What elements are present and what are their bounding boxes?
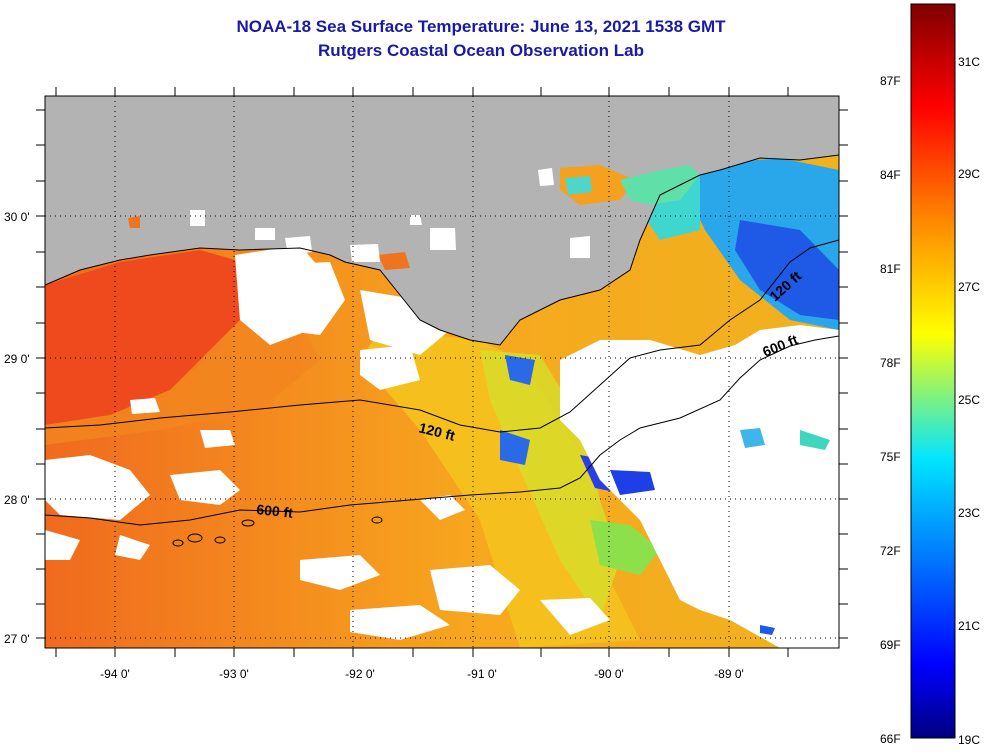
isobath-600ft — [45, 335, 839, 526]
colorbar-c-label: 21C — [958, 619, 980, 633]
colorbar-c-label: 27C — [958, 280, 980, 294]
colorbar-f-label: 72F — [880, 544, 901, 558]
colorbar-c-label: 31C — [958, 55, 980, 69]
colorbar-f-label: 87F — [880, 74, 901, 88]
lat-label: 29 0' — [4, 352, 30, 366]
cool-water-patch — [760, 625, 775, 635]
colorbar-c-label: 19C — [958, 733, 980, 747]
lon-label: -90 0' — [594, 667, 624, 681]
cool-water-patch — [735, 220, 839, 320]
cool-water-patch — [505, 355, 535, 385]
colorbar-f-label: 78F — [880, 356, 901, 370]
land-mass — [45, 96, 839, 345]
colorbar-celsius-labels: 31C 29C 27C 25C 23C 21C 19C — [958, 55, 980, 747]
map-area — [45, 96, 839, 648]
lon-label: -92 0' — [345, 667, 375, 681]
inland-water — [565, 176, 592, 195]
lon-label: -91 0' — [467, 667, 497, 681]
colorbar-c-label: 29C — [958, 167, 980, 181]
inland-water — [128, 216, 140, 228]
lon-label: -93 0' — [219, 667, 249, 681]
cool-water-patch — [610, 470, 655, 495]
colorbar-f-label: 75F — [880, 450, 901, 464]
isobath-islands — [172, 516, 383, 547]
lat-label: 28 0' — [4, 493, 30, 507]
colorbar-f-label: 84F — [880, 168, 901, 182]
lon-label: -89 0' — [714, 667, 744, 681]
temperature-colorbar — [910, 3, 956, 739]
lat-label: 27 0' — [4, 632, 30, 646]
colorbar-c-label: 23C — [958, 506, 980, 520]
inland-lakes — [190, 168, 590, 262]
map-title: NOAA-18 Sea Surface Temperature: June 13… — [236, 17, 726, 36]
colorbar-fahrenheit-labels: 87F 84F 81F 78F 75F 72F 69F 66F — [880, 74, 901, 746]
lat-label: 30 0' — [4, 210, 30, 224]
cool-water-patch — [800, 430, 830, 450]
coastline — [45, 154, 839, 346]
contour-label: 600 ft — [256, 501, 294, 521]
isobath-120ft — [45, 239, 839, 433]
mild-water-patch — [480, 350, 620, 620]
cool-water-patch — [500, 430, 530, 465]
cool-water-patch — [740, 428, 765, 448]
colorbar-f-label: 66F — [880, 732, 901, 746]
warm-water-patch — [45, 320, 320, 445]
graticule — [45, 96, 839, 648]
cloud-cover — [45, 245, 839, 648]
colorbar-c-label: 25C — [958, 393, 980, 407]
axis-ticks — [36, 87, 848, 657]
inland-water — [620, 165, 700, 205]
mild-water-patch — [590, 520, 660, 575]
warm-water-patch — [45, 250, 240, 425]
colorbar-f-label: 81F — [880, 262, 901, 276]
map-subtitle: Rutgers Coastal Ocean Observation Lab — [318, 41, 644, 60]
inland-water — [560, 165, 635, 205]
inland-water — [378, 252, 410, 270]
map-frame — [44, 95, 840, 649]
lon-label: -94 0' — [100, 667, 130, 681]
colorbar-f-label: 69F — [880, 638, 901, 652]
